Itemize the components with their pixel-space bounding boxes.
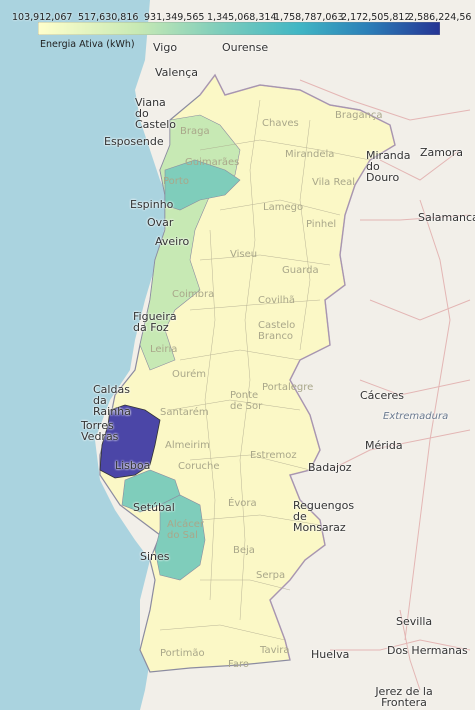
legend-tick-1: 517,630,816 [78, 12, 139, 23]
place-label: Portalegre [262, 382, 314, 393]
place-label: Reguengos de Monsaraz [293, 499, 355, 534]
legend-colorbar [38, 22, 440, 35]
place-label: Pinhel [306, 219, 337, 230]
place-label: Beja [233, 545, 255, 556]
place-label: Faro [228, 659, 249, 670]
place-label: Zamora [420, 146, 463, 159]
place-label: Évora [228, 498, 257, 509]
place-label: Guarda [282, 265, 319, 276]
place-label: Torres Vedras [81, 419, 119, 443]
place-label: Cáceres [360, 389, 405, 402]
place-label: Alcácer do Sal [167, 519, 205, 541]
region-porto [164, 159, 241, 211]
place-label: Miranda do Douro [366, 149, 411, 184]
place-label: Mérida [365, 439, 403, 452]
place-label: Badajoz [308, 461, 352, 474]
place-label: Mirandela [285, 149, 335, 160]
place-label: Coruche [178, 461, 220, 472]
place-label: Sines [140, 550, 170, 563]
legend-tick-4: 1,758,787,063 [274, 12, 344, 23]
place-label: Leiria [150, 344, 178, 355]
place-label: Santarém [160, 407, 209, 418]
place-label: Vigo [153, 41, 178, 54]
place-label: Coimbra [172, 289, 215, 300]
legend-caption: Energia Ativa (kWh) [40, 39, 135, 50]
region-alcacer [154, 494, 206, 581]
municipality-borders [159, 99, 371, 641]
place-label: Castelo Branco [258, 320, 296, 342]
place-label: Guimarães [185, 157, 240, 168]
place-label: Chaves [262, 118, 299, 129]
place-label: Tavira [260, 645, 290, 656]
region-lisboa [99, 404, 161, 479]
place-label: Espinho [130, 198, 174, 211]
place-label: Dos Hermanas [387, 644, 468, 657]
place-label: Viseu [230, 249, 258, 260]
place-label: Jerez de la Frontera [375, 685, 433, 709]
place-label: Viana do Castelo [135, 96, 177, 131]
legend-tick-3: 1,345,068,314 [207, 12, 277, 23]
place-label: Aveiro [155, 235, 190, 248]
place-label: Salamanca [418, 211, 475, 224]
place-label: Caldas da Rainha [93, 383, 131, 418]
place-label: Figueira da Foz [133, 310, 177, 334]
place-label: Portimão [160, 648, 205, 659]
region-label: Extremadura [383, 411, 449, 422]
map-legend: 103,912,067 517,630,816 931,349,565 1,34… [0, 0, 475, 50]
spain-border [199, 73, 396, 661]
place-label: Porto [163, 176, 189, 187]
place-label: Ourém [172, 369, 206, 380]
legend-tick-5: 2,172,505,812 [341, 12, 411, 23]
place-label: Bragança [335, 110, 383, 121]
place-label: Lisboa [115, 459, 151, 472]
place-label: Valença [155, 66, 198, 79]
place-label: Serpa [256, 570, 286, 581]
place-label: Setúbal [133, 501, 175, 514]
legend-tick-6: 2,586,224,56 [408, 12, 472, 23]
place-label: Sevilla [396, 615, 433, 628]
place-label: Vila Real [312, 177, 356, 188]
place-label: Ponte de Sor [230, 390, 263, 412]
place-label: Esposende [104, 135, 164, 148]
legend-tick-2: 931,349,565 [144, 12, 205, 23]
place-label: Ovar [147, 216, 174, 229]
legend-tick-0: 103,912,067 [12, 12, 73, 23]
place-label: Huelva [311, 648, 350, 661]
place-label: Lamego [263, 202, 304, 213]
roads [299, 79, 471, 691]
place-label: Almeirim [165, 440, 210, 451]
place-label: Covilhã [258, 295, 296, 306]
place-label: Ourense [222, 41, 269, 54]
place-label: Braga [180, 126, 210, 137]
place-label: Estremoz [250, 450, 297, 461]
